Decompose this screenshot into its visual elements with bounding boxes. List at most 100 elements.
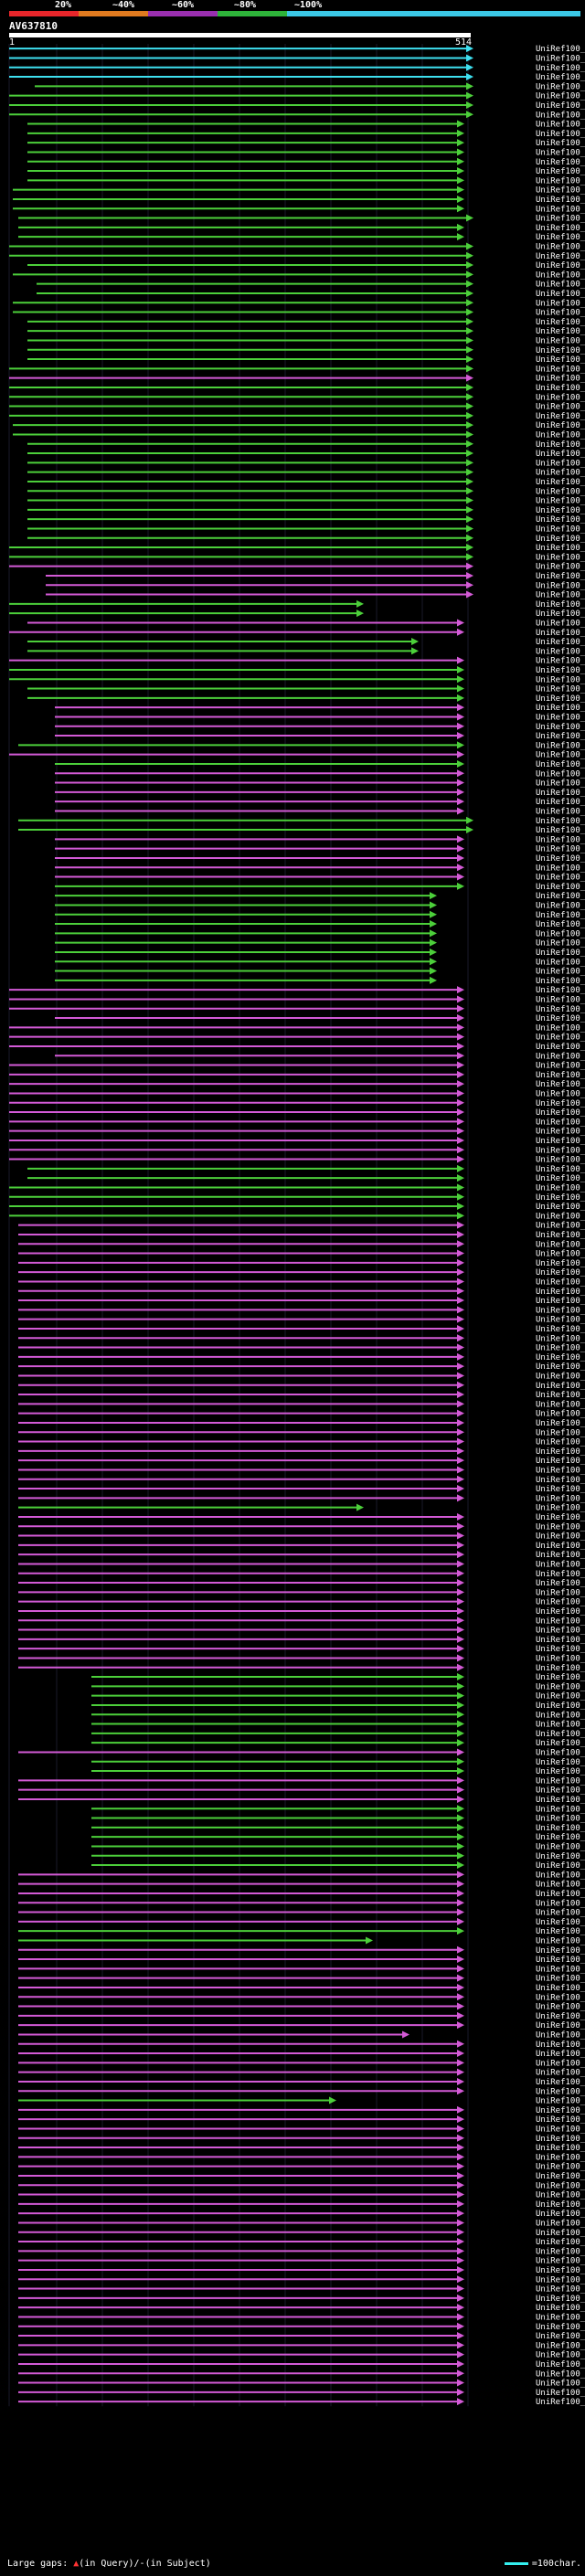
hit-label[interactable]: UniRef100_A2Y871 xyxy=(536,121,585,130)
hit-row[interactable]: UniRef100_A9PGU8 xyxy=(9,374,585,384)
hit-row[interactable]: UniRef100_A5AFF6 xyxy=(55,722,585,732)
hit-label[interactable]: UniRef100_C3VVR9 xyxy=(536,1457,585,1466)
hit-label[interactable]: UniRef100_A9U5E4 xyxy=(536,619,585,628)
hit-row[interactable]: UniRef100_B6THL9 xyxy=(13,430,585,440)
hit-row[interactable]: UniRef100_Q53904 xyxy=(18,1560,585,1569)
hit-row[interactable]: UniRef100_B6TFT2 xyxy=(55,835,585,844)
hit-row[interactable]: UniRef100_Q6ZL95 xyxy=(27,261,585,270)
hit-label[interactable]: UniRef100_B6U216 xyxy=(536,1833,585,1842)
hit-label[interactable]: UniRef100_B3VV84 xyxy=(536,1353,585,1362)
hit-row[interactable]: UniRef100_B8LS59 xyxy=(9,1127,585,1137)
hit-label[interactable]: UniRef100_Q9LMQ2 xyxy=(536,1297,585,1306)
hit-label[interactable]: UniRef100_A2SY39 xyxy=(536,1099,585,1108)
hit-row[interactable]: UniRef100_B9GML1 xyxy=(9,402,585,412)
hit-row[interactable]: UniRef100_A8JF10 xyxy=(18,2219,585,2228)
hit-label[interactable]: UniRef100_Q8LCR7 xyxy=(536,1570,585,1579)
hit-row[interactable]: UniRef100_A9RWI0 xyxy=(46,581,585,590)
hit-label[interactable]: UniRef100_B6U209 xyxy=(536,1861,585,1871)
hit-row[interactable]: UniRef100_Q7LM8 xyxy=(18,1512,585,1522)
hit-label[interactable]: UniRef100_Q9XF85 xyxy=(536,139,585,148)
hit-row[interactable]: UniRef100_C3B9U3 xyxy=(18,2134,585,2144)
hit-row[interactable]: UniRef100_A9TJX6 xyxy=(18,2171,585,2181)
hit-row[interactable]: UniRef100_Q9S997 xyxy=(18,1494,585,1503)
hit-row[interactable]: UniRef100_P10708 xyxy=(27,459,585,468)
hit-row[interactable]: UniRef100_Q1H8L9 xyxy=(55,976,585,986)
hit-row[interactable]: UniRef100_Q7VV11 xyxy=(9,1203,585,1212)
hit-row[interactable]: UniRef100_A3BZ84 xyxy=(9,1146,585,1155)
hit-label[interactable]: UniRef100_P27524 xyxy=(536,1306,585,1315)
hit-label[interactable]: UniRef100_B4FVD9 xyxy=(536,704,585,713)
hit-label[interactable]: UniRef100_A9T399 xyxy=(536,2210,585,2219)
hit-label[interactable]: UniRef100_C6T4E5 xyxy=(536,1259,585,1268)
hit-row[interactable]: UniRef100_B6U7Z8 xyxy=(91,1720,585,1730)
hit-label[interactable]: UniRef100_A4SB02 xyxy=(536,1532,585,1542)
hit-label[interactable]: UniRef100_A5KB97 xyxy=(536,2313,585,2322)
hit-label[interactable]: UniRef100_C5YIF9 xyxy=(536,1936,585,1945)
hit-label[interactable]: UniRef100_Q9RU80 xyxy=(536,629,585,638)
hit-label[interactable]: UniRef100_Q75VZ0 xyxy=(536,826,585,835)
hit-row[interactable]: UniRef100_Q6Z7Q1 xyxy=(18,223,585,233)
hit-row[interactable]: UniRef100_B9N4C4 xyxy=(55,948,585,958)
hit-label[interactable]: UniRef100_Q75VY4 xyxy=(536,54,585,63)
hit-label[interactable]: UniRef100_B3VV80 xyxy=(536,1419,585,1428)
hit-row[interactable]: UniRef100_B6U216 xyxy=(91,1833,585,1842)
hit-label[interactable]: UniRef100_A9MS75 xyxy=(536,2360,585,2369)
hit-row[interactable]: UniRef100_B6U228 xyxy=(91,1711,585,1720)
hit-label[interactable]: UniRef100_A4QPN9 xyxy=(536,883,585,892)
hit-row[interactable]: UniRef100_A2SY38 xyxy=(18,2256,585,2266)
hit-label[interactable]: UniRef100_C3VVT0 xyxy=(536,1466,585,1475)
hit-row[interactable]: UniRef100_A7QP61 xyxy=(27,515,585,525)
hit-label[interactable]: UniRef100_P27522 xyxy=(536,1909,585,1918)
hit-row[interactable]: UniRef100_B1PDK1 xyxy=(55,759,585,769)
hit-label[interactable]: UniRef100_B4VYB1 xyxy=(536,487,585,496)
hit-row[interactable]: UniRef100_B9MPE5 xyxy=(27,317,585,327)
hit-label[interactable]: UniRef100_B6SZ37 xyxy=(536,196,585,205)
hit-label[interactable]: UniRef100_Q6ZL95 xyxy=(536,261,585,270)
hit-label[interactable]: UniRef100_A9NUC5 xyxy=(536,1062,585,1071)
hit-row[interactable]: UniRef100_C1E6S8 xyxy=(18,2096,585,2106)
hit-row[interactable]: UniRef100_C1FEC3 xyxy=(18,2059,585,2068)
hit-label[interactable]: UniRef100_B6U224 xyxy=(536,1852,585,1861)
hit-row[interactable]: UniRef100_A9NUC5 xyxy=(9,1061,585,1071)
hit-label[interactable]: UniRef100_B3VV72 xyxy=(536,1447,585,1457)
hit-row[interactable]: UniRef100_B3VV84 xyxy=(18,1352,585,1362)
hit-label[interactable]: UniRef100_Q0Z071 xyxy=(536,1871,585,1880)
hit-label[interactable]: UniRef100_Q01667 xyxy=(536,2351,585,2360)
hit-row[interactable]: UniRef100_Q8L9Y7 xyxy=(27,157,585,167)
hit-row[interactable]: UniRef100_B6U7V0 xyxy=(91,1691,585,1701)
hit-label[interactable]: UniRef100_A9PB69 xyxy=(536,1391,585,1400)
hit-row[interactable]: UniRef100_C6T4E5 xyxy=(18,1258,585,1268)
hit-row[interactable]: UniRef100_A4QP17 xyxy=(18,1889,585,1899)
hit-row[interactable]: UniRef100_B6TN28 xyxy=(55,910,585,920)
hit-row[interactable]: UniRef100_A5KB97 xyxy=(18,2313,585,2322)
hit-row[interactable]: UniRef100_B4F8B0 xyxy=(18,1221,585,1231)
hit-label[interactable]: UniRef100_A2SY14 xyxy=(536,1993,585,2002)
hit-row[interactable]: UniRef100_B6U729 xyxy=(18,1597,585,1607)
hit-label[interactable]: UniRef100_C1FD98 xyxy=(536,2003,585,2012)
hit-label[interactable]: UniRef100_B9SE27 xyxy=(536,1645,585,1654)
hit-row[interactable]: UniRef100_Q6SYB3 xyxy=(9,1080,585,1089)
hit-label[interactable]: UniRef100_C6TKB2 xyxy=(536,535,585,544)
hit-label[interactable]: UniRef100_Q9C5R7 xyxy=(536,2332,585,2341)
hit-label[interactable]: UniRef100_P09876 xyxy=(536,874,585,883)
hit-row[interactable]: UniRef100_C3VVT0 xyxy=(18,1466,585,1475)
hit-label[interactable]: UniRef100_B6U226 xyxy=(536,1739,585,1748)
hit-row[interactable]: UniRef100_A9PGU3 xyxy=(9,411,585,421)
hit-row[interactable]: UniRef100_A4T1N8 xyxy=(18,1786,585,1796)
hit-row[interactable]: UniRef100_Q41642 xyxy=(55,853,585,864)
hit-label[interactable]: UniRef100_C1MH22 xyxy=(536,2115,585,2125)
hit-label[interactable]: UniRef100_B7FJY9 xyxy=(536,986,585,995)
hit-row[interactable]: UniRef100_A9T399 xyxy=(18,2210,585,2219)
hit-label[interactable]: UniRef100_A2SY15 xyxy=(536,1796,585,1805)
hit-row[interactable]: UniRef100_B6U223 xyxy=(18,1654,585,1663)
hit-row[interactable]: UniRef100_B9GX80 xyxy=(13,421,585,430)
hit-row[interactable]: UniRef100_Q5YWJ7 xyxy=(55,901,585,910)
hit-label[interactable]: UniRef100_Q75VY6 xyxy=(536,968,585,977)
hit-label[interactable]: UniRef100_A7QP61 xyxy=(536,515,585,525)
hit-row[interactable]: UniRef100_A4V748 xyxy=(18,2011,585,2021)
hit-row[interactable]: UniRef100_UPI000 xyxy=(27,684,585,694)
hit-row[interactable]: UniRef100_A9PIV4 xyxy=(55,958,585,967)
hit-row[interactable]: UniRef100_A4SB02 xyxy=(18,1532,585,1542)
hit-row[interactable]: UniRef100_A9TJ06 xyxy=(27,468,585,478)
hit-row[interactable]: UniRef100_A2SY41 xyxy=(9,1070,585,1080)
